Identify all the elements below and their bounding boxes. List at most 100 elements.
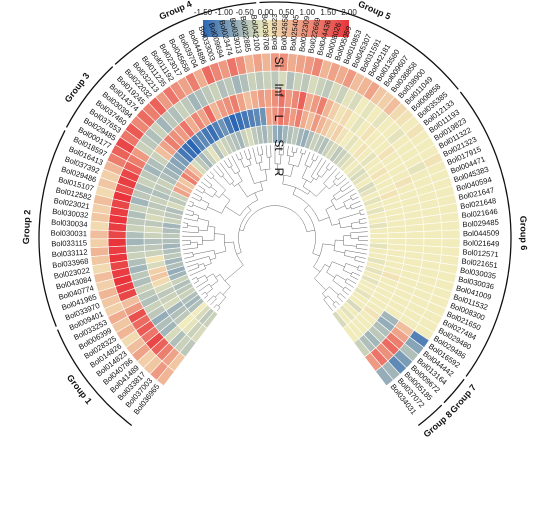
heatmap-cell-l xyxy=(125,238,145,247)
dendrogram-branch xyxy=(259,162,262,171)
dendrogram-branch xyxy=(198,185,206,191)
dendrogram-branch xyxy=(357,269,362,272)
dendrogram-branch xyxy=(288,163,299,167)
dendrogram-branch xyxy=(332,303,337,309)
dendrogram-branch xyxy=(236,252,242,255)
gene-label: Bol029485 xyxy=(462,218,499,229)
group-label: Group 3 xyxy=(63,71,92,105)
dendrogram-branch xyxy=(322,293,327,298)
dendrogram-branch xyxy=(313,266,321,272)
group-arc xyxy=(459,91,512,377)
dendrogram-branch xyxy=(193,192,202,198)
dendrogram-branch xyxy=(335,205,346,211)
dendrogram-branch xyxy=(220,162,235,182)
dendrogram-branch xyxy=(316,160,327,175)
dendrogram-branch xyxy=(303,209,316,254)
ring-label-st: St xyxy=(272,139,286,151)
dendrogram-branch xyxy=(213,273,219,282)
dendrogram-branch xyxy=(214,250,226,255)
dendrogram-branch xyxy=(345,263,359,269)
dendrogram-branch xyxy=(247,189,263,198)
dendrogram-branch xyxy=(352,226,368,230)
dendrogram-branch xyxy=(310,178,314,183)
gene-label: Bol033115 xyxy=(51,238,87,248)
dendrogram-branch xyxy=(356,247,368,250)
dendrogram-branch xyxy=(360,213,365,216)
dendrogram xyxy=(182,145,368,312)
gene-label: Bol012571 xyxy=(462,247,499,259)
dendrogram-branch xyxy=(336,296,343,302)
dendrogram-branch xyxy=(315,155,319,162)
dendrogram-branch xyxy=(214,194,220,198)
dendrogram-branch xyxy=(306,229,315,232)
dendrogram-branch xyxy=(344,281,354,288)
dendrogram-branch xyxy=(358,218,366,220)
dendrogram-branch xyxy=(343,244,357,247)
ring-labels: Si Inf L St R xyxy=(272,57,286,177)
dendrogram-branch xyxy=(222,193,231,201)
dendrogram-branch xyxy=(323,299,333,312)
heatmap-cell-inf xyxy=(423,238,443,248)
group-label: Group 1 xyxy=(65,373,94,406)
dendrogram-branch xyxy=(332,178,337,182)
dendrogram-branch xyxy=(240,159,245,168)
group-arc xyxy=(56,329,133,426)
dendrogram-branch xyxy=(342,286,346,291)
gene-label: Bol030032 xyxy=(52,207,89,220)
dendrogram-branch xyxy=(213,250,217,258)
dendrogram-branch xyxy=(350,231,368,234)
dendrogram-branch xyxy=(304,151,311,166)
dendrogram-branch xyxy=(188,267,200,272)
dendrogram-branch xyxy=(184,218,198,222)
dendrogram-branch xyxy=(335,188,355,201)
dendrogram-branch xyxy=(248,148,252,159)
dendrogram-branch xyxy=(203,178,213,186)
dendrogram-branch xyxy=(207,206,222,214)
heatmap-cell-inf xyxy=(423,230,443,240)
dendrogram-branch xyxy=(325,162,330,169)
dendrogram-branch xyxy=(357,265,360,270)
dendrogram-branch xyxy=(204,263,212,267)
dendrogram-branch xyxy=(247,165,255,184)
dendrogram-branch xyxy=(252,147,257,164)
dendrogram-branch xyxy=(225,206,240,216)
dendrogram-branch xyxy=(192,250,215,255)
heatmap-cell-r xyxy=(266,124,274,144)
dendrogram-branch xyxy=(183,222,188,224)
dendrogram-branch xyxy=(270,145,272,158)
dendrogram-branch xyxy=(350,272,353,277)
dendrogram-branch xyxy=(186,263,198,268)
dendrogram-branch xyxy=(343,197,352,203)
dendrogram-branch xyxy=(342,185,352,193)
ring-label-inf: Inf xyxy=(272,83,286,97)
heatmap-cell-inf xyxy=(107,230,127,240)
dendrogram-branch xyxy=(237,172,243,182)
dendrogram-branch xyxy=(214,233,225,235)
heatmap-cell-si xyxy=(252,53,264,73)
dendrogram-branch xyxy=(342,290,349,296)
gene-label: Bol030031 xyxy=(51,229,88,239)
dendrogram-branch xyxy=(303,204,309,210)
dendrogram-branch xyxy=(311,153,315,160)
dendrogram-branch xyxy=(323,295,329,300)
dendrogram-branch xyxy=(191,277,197,280)
dendrogram-branch xyxy=(186,223,189,228)
dendrogram-branch xyxy=(323,168,337,184)
group-label: Group 2 xyxy=(21,210,33,245)
colorbar-tick-label: 0.00 xyxy=(258,8,274,17)
dendrogram-branch xyxy=(326,272,335,278)
dendrogram-branch xyxy=(359,222,367,225)
dendrogram-branch xyxy=(235,153,239,161)
dendrogram-branch xyxy=(345,250,367,255)
dendrogram-branch xyxy=(260,181,263,191)
dendrogram-branch xyxy=(208,283,213,289)
dendrogram-branch xyxy=(182,244,191,246)
dendrogram-branch xyxy=(217,307,221,312)
colorbar-tick-label: 2.00 xyxy=(341,8,357,17)
dendrogram-branch xyxy=(218,297,226,307)
heatmap-cells xyxy=(89,52,461,387)
dendrogram-branch xyxy=(206,288,213,294)
dendrogram-branch xyxy=(302,180,307,187)
dendrogram-branch xyxy=(354,259,365,264)
